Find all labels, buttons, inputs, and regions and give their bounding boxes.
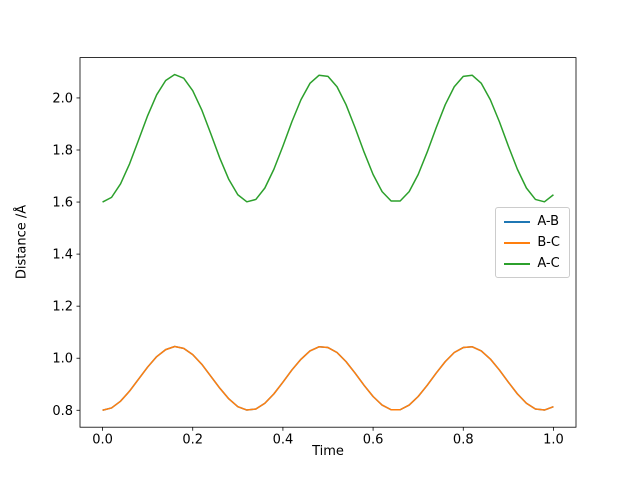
legend-label: B-C xyxy=(537,235,560,250)
legend-entry: B-C xyxy=(504,234,560,251)
y-axis-label: Distance /Å xyxy=(14,204,30,280)
x-tick-label: 0.0 xyxy=(92,433,113,448)
legend: A-B B-C A-C xyxy=(495,207,570,278)
series-line-b-c xyxy=(102,345,554,412)
x-tick-label: 0.4 xyxy=(273,433,294,448)
y-tick-label: 2.0 xyxy=(52,91,73,106)
y-tick-label: 1.2 xyxy=(52,300,73,315)
legend-line-swatch xyxy=(504,220,531,223)
legend-label: A-B xyxy=(537,214,560,229)
y-tick-label: 1.4 xyxy=(52,248,73,263)
y-tick-label: 1.8 xyxy=(52,144,73,159)
axes-background xyxy=(80,57,576,428)
legend-label: A-C xyxy=(537,256,560,271)
x-tick-label: 0.2 xyxy=(182,433,203,448)
y-tick-label: 1.6 xyxy=(52,196,73,211)
x-tick-label: 0.8 xyxy=(453,433,474,448)
legend-entry: A-B xyxy=(504,213,560,230)
y-tick-label: 0.8 xyxy=(52,404,73,419)
y-tick-label: 1.0 xyxy=(52,352,73,367)
legend-entry: A-C xyxy=(504,255,560,272)
x-tick-label: 0.6 xyxy=(363,433,384,448)
legend-line-swatch xyxy=(504,241,531,244)
x-axis-label: Time xyxy=(312,444,344,459)
series-line-a-c xyxy=(102,73,554,203)
legend-line-swatch xyxy=(504,262,531,265)
axes-spines xyxy=(79,57,577,428)
x-tick-label: 1.0 xyxy=(543,433,564,448)
